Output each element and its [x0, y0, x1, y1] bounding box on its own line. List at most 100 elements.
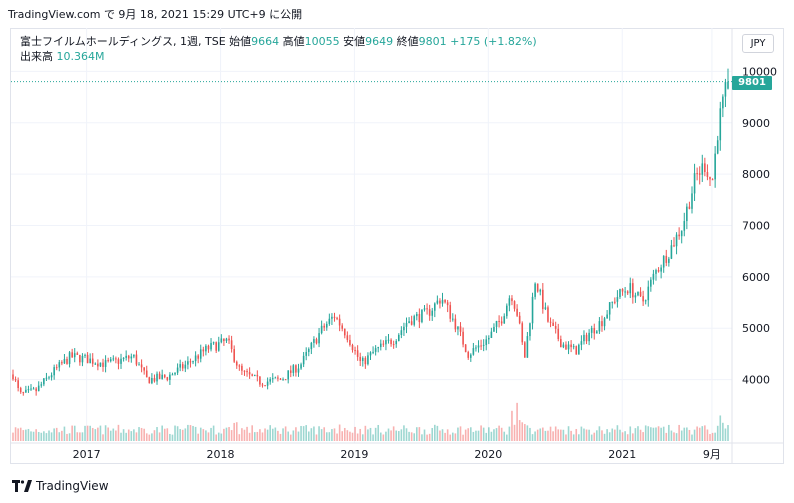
candle-body: [61, 362, 63, 364]
candle-body: [436, 300, 439, 304]
candle-body: [451, 318, 454, 320]
candle-body: [89, 358, 91, 364]
candlestick-chart[interactable]: 4000 5000 6000 7000 8000 9000 10000 2017 2018 201…: [10, 28, 784, 464]
candle-body: [81, 355, 84, 363]
y-tick-label: 5000: [742, 322, 770, 335]
volume-bar: [202, 429, 205, 441]
volume-bar: [187, 424, 189, 441]
volume-bar: [205, 430, 207, 441]
volume-bar: [372, 434, 374, 441]
volume-bar: [148, 434, 151, 441]
candle-body: [596, 331, 598, 334]
high-label: 高値: [282, 35, 305, 48]
volume-bar: [127, 429, 130, 441]
volume-bar: [138, 427, 140, 441]
candle-body: [675, 234, 678, 247]
candle-body: [526, 336, 529, 358]
candle-body: [493, 326, 495, 332]
volume-bar: [711, 432, 714, 441]
volume-bar: [686, 427, 688, 441]
candle-body: [302, 355, 305, 365]
volume-bar: [310, 428, 313, 441]
volume-bar: [374, 427, 377, 441]
volume-bar: [133, 429, 135, 441]
volume-bar: [410, 432, 413, 441]
volume-bar: [534, 431, 536, 441]
volume-bar: [544, 430, 547, 441]
y-tick-label: 4000: [742, 374, 770, 387]
footer-brand-text: TradingView: [36, 479, 109, 493]
volume-bar: [462, 434, 464, 441]
candle-body: [549, 321, 552, 323]
candle-body: [608, 302, 611, 315]
candle-body: [161, 374, 163, 379]
candle-body: [210, 343, 212, 350]
volume-bar: [117, 424, 120, 441]
candle-body: [688, 206, 691, 209]
volume-bar: [248, 432, 251, 441]
candle-body: [588, 332, 590, 342]
low-value: 9649: [365, 35, 394, 48]
candle-body: [320, 325, 323, 334]
volume-bar: [557, 429, 560, 441]
candle-body: [279, 378, 282, 380]
volume-bar: [325, 432, 328, 441]
volume-bar: [572, 434, 575, 441]
close-label: 終値: [396, 35, 419, 48]
candle-body: [634, 295, 637, 298]
volume-bar: [338, 424, 341, 441]
volume-bar: [405, 428, 408, 441]
candle-body: [534, 283, 536, 297]
currency-button[interactable]: JPY: [742, 34, 774, 53]
candle-body: [706, 172, 709, 177]
candle-body: [40, 384, 43, 386]
candle-body: [433, 303, 436, 311]
volume-bar: [524, 424, 526, 441]
candle-body: [536, 283, 539, 292]
candle-body: [148, 377, 151, 384]
volume-bar: [68, 433, 71, 441]
candle-body: [104, 360, 107, 367]
candle-body: [470, 354, 472, 358]
candle-body: [670, 245, 673, 259]
candle-body: [361, 357, 364, 362]
footer-brand[interactable]: TradingView: [12, 479, 109, 493]
volume-bar: [698, 427, 701, 441]
volume-bar: [328, 432, 331, 441]
close-value: 9801: [418, 35, 447, 48]
volume-bar: [598, 426, 601, 441]
volume-bar: [431, 428, 434, 441]
candle-body: [426, 308, 428, 310]
volume-bar: [408, 431, 410, 441]
candle-body: [652, 273, 655, 280]
volume-bar: [678, 424, 680, 441]
volume-bar: [235, 422, 238, 441]
volume-bar: [238, 434, 241, 441]
candle-body: [500, 321, 503, 324]
volume-bar: [536, 429, 539, 441]
candle-body: [282, 379, 284, 381]
volume-bar: [629, 426, 632, 441]
volume-bar: [315, 434, 318, 441]
volume-bar: [675, 433, 678, 441]
candle-body: [356, 350, 359, 357]
candle-body: [45, 377, 48, 379]
candle-body: [289, 370, 292, 373]
volume-bar: [508, 426, 511, 441]
candle-body: [722, 96, 724, 109]
volume-bar: [665, 432, 668, 441]
candle-body: [318, 333, 320, 344]
volume-bar: [48, 430, 50, 441]
candle-body: [174, 372, 176, 375]
volume-bar: [25, 429, 27, 441]
volume-bar: [55, 427, 58, 441]
candle-body: [441, 299, 444, 304]
candle-body: [560, 339, 562, 348]
candle-body: [315, 339, 318, 344]
candle-body: [369, 352, 372, 356]
volume-bar: [714, 432, 716, 441]
candle-body: [84, 354, 86, 356]
volume-bar: [27, 428, 30, 441]
candle-body: [253, 374, 256, 376]
volume-bar: [79, 432, 81, 441]
